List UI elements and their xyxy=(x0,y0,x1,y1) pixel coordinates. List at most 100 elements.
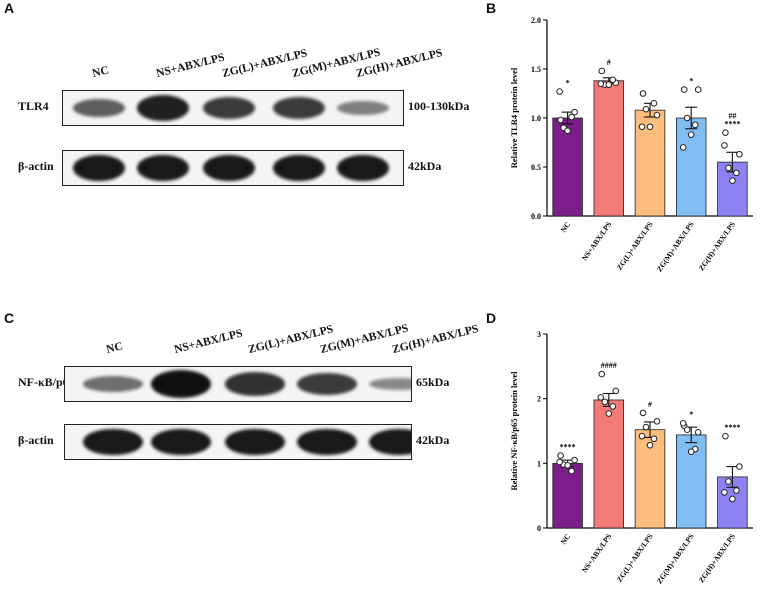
data-point xyxy=(642,423,650,431)
panel-letter-b: B xyxy=(486,0,497,16)
significance-label: # xyxy=(648,400,652,409)
protein-band xyxy=(73,154,125,182)
significance-label: #### xyxy=(601,361,617,370)
data-point xyxy=(638,123,646,131)
data-point xyxy=(653,111,661,119)
data-point xyxy=(729,177,736,185)
protein-band xyxy=(203,96,255,120)
significance-label: * xyxy=(566,79,570,88)
data-point xyxy=(568,467,575,475)
data-point xyxy=(605,410,613,417)
y-tick-label: 2 xyxy=(537,395,541,404)
blot-membrane xyxy=(64,424,412,460)
data-point xyxy=(557,452,564,459)
data-point xyxy=(653,418,661,425)
x-tick-label: NC xyxy=(559,220,573,234)
protein-band xyxy=(137,95,189,121)
y-axis-label: Relative NF-κB/p65 protein level xyxy=(509,371,519,491)
protein-band xyxy=(273,154,325,182)
protein-band xyxy=(151,428,211,456)
data-point xyxy=(638,432,646,440)
bar xyxy=(552,117,583,217)
data-point xyxy=(721,489,728,496)
protein-band xyxy=(297,372,357,396)
data-point xyxy=(556,458,563,466)
data-point xyxy=(646,123,654,131)
data-point xyxy=(639,409,647,417)
blot-membrane xyxy=(64,366,412,402)
data-point xyxy=(733,169,740,177)
y-tick-label: 0.5 xyxy=(531,163,541,172)
data-point xyxy=(683,114,691,122)
protein-band xyxy=(297,428,357,456)
y-tick-label: 1 xyxy=(537,459,541,468)
data-point xyxy=(564,461,571,469)
significance-label: * xyxy=(689,77,693,86)
y-tick-label: 3 xyxy=(537,330,541,339)
significance-label: **** xyxy=(724,120,740,129)
data-point xyxy=(691,121,699,129)
data-point xyxy=(725,478,732,485)
data-point xyxy=(556,88,563,95)
data-point xyxy=(557,116,564,124)
blot-row-label: β-actin xyxy=(18,433,54,447)
data-point xyxy=(680,86,688,93)
blot-membrane xyxy=(62,90,404,126)
bar xyxy=(593,80,625,217)
data-point xyxy=(571,456,578,464)
data-point xyxy=(568,113,575,121)
data-point xyxy=(729,495,736,503)
data-point xyxy=(564,127,571,135)
x-tick-label: NS+ABX/LPS xyxy=(580,220,613,262)
data-point xyxy=(722,432,729,440)
x-tick-label: ZG(M)+ABX/LPS xyxy=(655,532,696,585)
data-point xyxy=(598,67,606,75)
x-tick-label: ZG(L)+ABX/LPS xyxy=(615,532,655,584)
protein-band xyxy=(83,376,143,392)
bar-chart-tlr4: 0.0 0.5 1.0 1.5 2.0 Relative TLR4 protein lev… xyxy=(509,16,753,273)
bar xyxy=(593,399,625,529)
protein-band xyxy=(369,428,411,456)
data-point xyxy=(598,370,606,378)
data-point xyxy=(597,394,605,401)
data-point xyxy=(650,100,658,107)
y-tick-label: 0.0 xyxy=(531,212,541,221)
data-point xyxy=(609,76,617,84)
data-point xyxy=(694,428,702,436)
significance-label: * xyxy=(689,410,693,419)
data-point xyxy=(679,419,687,427)
blot-row-label: NF-κB/p65 xyxy=(18,375,75,389)
significance-label: **** xyxy=(560,443,576,452)
data-point xyxy=(642,105,650,113)
x-tick-label: ZG(H)+ABX/LPS xyxy=(697,220,737,272)
panel-letter-c: C xyxy=(4,310,15,326)
y-tick-label: 1.5 xyxy=(531,65,541,74)
data-point xyxy=(687,448,695,455)
bar xyxy=(552,462,583,529)
data-point xyxy=(736,463,743,470)
protein-band xyxy=(273,96,325,120)
data-point xyxy=(609,403,617,410)
x-tick-label: ZG(H)+ABX/LPS xyxy=(697,532,737,584)
blot-membrane xyxy=(62,150,404,186)
data-point xyxy=(605,81,613,88)
data-point xyxy=(733,487,740,494)
protein-band xyxy=(137,154,189,182)
y-tick-label: 0 xyxy=(537,524,541,533)
panel-letter-d: D xyxy=(486,310,497,326)
data-point xyxy=(722,129,729,136)
x-tick-label: NS+ABX/LPS xyxy=(580,532,613,574)
protein-band xyxy=(225,372,285,396)
lane-label: NS+ABX/LPS xyxy=(173,327,244,356)
lane-label: NC xyxy=(91,64,111,80)
x-tick-label: ZG(L)+ABX/LPS xyxy=(615,220,655,272)
data-point xyxy=(612,387,620,395)
protein-band xyxy=(151,370,211,398)
lane-label: NC xyxy=(105,340,125,356)
protein-band xyxy=(83,428,143,456)
y-axis-label: Relative TLR4 protein level xyxy=(509,67,519,168)
data-point xyxy=(736,150,743,158)
blot-row-label: β-actin xyxy=(18,159,54,173)
data-point xyxy=(646,441,654,449)
significance-label: **** xyxy=(724,423,740,432)
